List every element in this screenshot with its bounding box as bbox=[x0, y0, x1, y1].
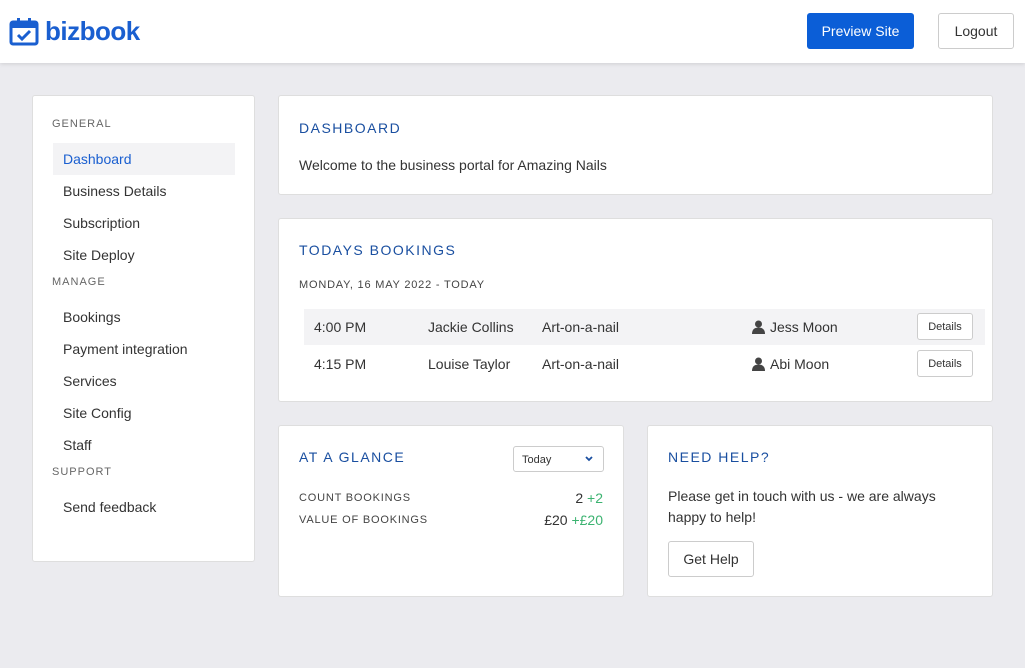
period-select[interactable]: Today bbox=[513, 446, 604, 472]
logo[interactable]: bizbook bbox=[9, 16, 140, 47]
nav-item[interactable]: Services bbox=[63, 373, 117, 389]
nav-item[interactable]: Site Config bbox=[63, 405, 132, 421]
sidebar: GENERAL Dashboard Business Details Subsc… bbox=[32, 95, 255, 562]
booking-row: 4:15 PM Louise Taylor Art-on-a-nail Abi … bbox=[304, 346, 985, 382]
time: 4:00 PM bbox=[314, 319, 367, 335]
section-title: MANAGE bbox=[52, 276, 106, 288]
nav-item[interactable]: Site Deploy bbox=[63, 247, 135, 263]
details-button[interactable]: Details bbox=[917, 350, 973, 377]
nav-item[interactable]: Business Details bbox=[63, 183, 167, 199]
stat-change: +2 bbox=[587, 490, 603, 506]
card-title: NEED HELP? bbox=[668, 449, 771, 465]
section-title: GENERAL bbox=[52, 118, 112, 130]
customer: Jackie Collins bbox=[428, 319, 514, 335]
help-card: NEED HELP? Please get in touch with us -… bbox=[647, 425, 993, 597]
bookings-card: TODAYS BOOKINGS MONDAY, 16 MAY 2022 - TO… bbox=[278, 218, 993, 402]
nav-item[interactable]: Subscription bbox=[63, 215, 141, 231]
help-button[interactable]: Get Help bbox=[668, 541, 754, 577]
nav-item[interactable]: Bookings bbox=[63, 309, 121, 325]
stat-value: 2 bbox=[575, 490, 584, 506]
stat-label: COUNT BOOKINGS bbox=[299, 492, 411, 504]
booking-date: MONDAY, 16 MAY 2022 - TODAY bbox=[299, 279, 485, 291]
nav-item[interactable]: Payment integration bbox=[63, 341, 188, 357]
booking-row: 4:00 PM Jackie Collins Art-on-a-nail Jes… bbox=[304, 309, 985, 345]
logo-text: bizbook bbox=[45, 16, 140, 46]
customer: Louise Taylor bbox=[428, 356, 511, 372]
top-bar: bizbook Preview Site Logout bbox=[0, 0, 1025, 63]
card-title: AT A GLANCE bbox=[299, 449, 406, 465]
preview-button[interactable]: Preview Site bbox=[807, 13, 914, 49]
chevron bbox=[585, 456, 593, 462]
nav-item[interactable]: Send feedback bbox=[63, 499, 157, 515]
staff-icon bbox=[752, 320, 765, 334]
logout-button[interactable]: Logout bbox=[938, 13, 1014, 49]
logo-icon bbox=[9, 17, 39, 45]
welcome-text: Welcome to the business portal for Amazi… bbox=[299, 157, 607, 173]
stat-value: £20 bbox=[544, 512, 568, 528]
select-value: Today bbox=[522, 454, 552, 466]
card-title: TODAYS BOOKINGS bbox=[299, 242, 457, 258]
service: Art-on-a-nail bbox=[542, 319, 620, 335]
card-title: DASHBOARD bbox=[299, 120, 402, 136]
dashboard-card: DASHBOARD Welcome to the business portal… bbox=[278, 95, 993, 195]
staff: Jess Moon bbox=[770, 319, 838, 335]
details-button[interactable]: Details bbox=[917, 313, 973, 340]
staff-icon bbox=[752, 357, 765, 371]
nav-item[interactable]: Dashboard bbox=[53, 143, 235, 175]
stat-label: VALUE OF BOOKINGS bbox=[299, 514, 428, 526]
staff: Abi Moon bbox=[770, 356, 830, 372]
glance-card: AT A GLANCE Today COUNT BOOKINGS 2 +2 VA… bbox=[278, 425, 624, 597]
nav-item[interactable]: Staff bbox=[63, 437, 92, 453]
service: Art-on-a-nail bbox=[542, 356, 620, 372]
section-title: SUPPORT bbox=[52, 466, 112, 478]
time: 4:15 PM bbox=[314, 356, 367, 372]
help-text: Please get in touch with us - we are alw… bbox=[668, 488, 936, 525]
stat-change: +£20 bbox=[571, 512, 603, 528]
